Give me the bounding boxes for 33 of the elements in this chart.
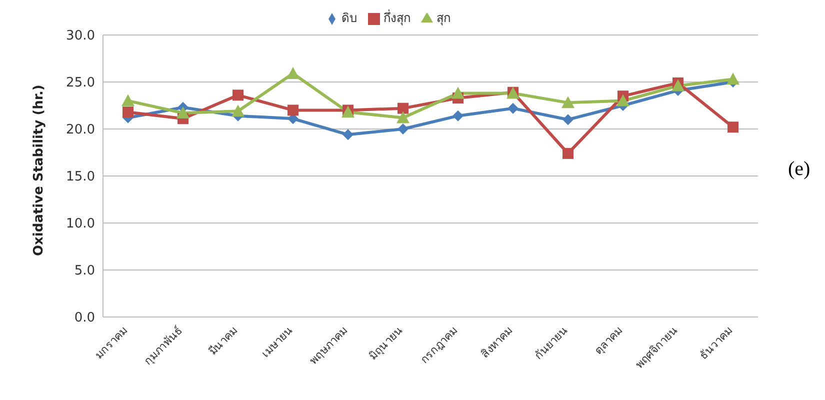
legend-label: สุก [436,11,450,25]
point [452,86,464,99]
point [122,106,134,118]
point [562,96,574,108]
point [288,104,298,116]
legend-label: กึ่งสุก [384,11,410,25]
point [396,111,410,124]
y-axis-title: Oxidative Stability (hr.) [32,84,47,256]
legend-label: ดิบ [342,11,358,25]
y-tick-label: 30.0 [66,28,95,44]
point [726,72,740,85]
y-tick-label: 15.0 [66,170,95,185]
point [508,102,518,114]
point [562,114,574,126]
point [232,90,244,101]
point [452,110,464,122]
point [286,67,300,80]
point [616,94,630,106]
point [672,79,684,92]
y-tick-label: 5.0 [74,264,95,279]
y-tick-label: 0.0 [74,310,95,326]
point [398,102,408,114]
point [122,94,134,106]
y-tick-label: 25.0 [66,76,95,91]
point [176,106,190,119]
y-tick-label: 10.0 [66,216,95,232]
y-tick-label: 20.0 [66,122,95,138]
text: (e) [788,158,810,181]
point [728,122,738,133]
point [342,129,354,140]
point [398,124,408,134]
point [562,148,574,159]
point [232,104,244,117]
